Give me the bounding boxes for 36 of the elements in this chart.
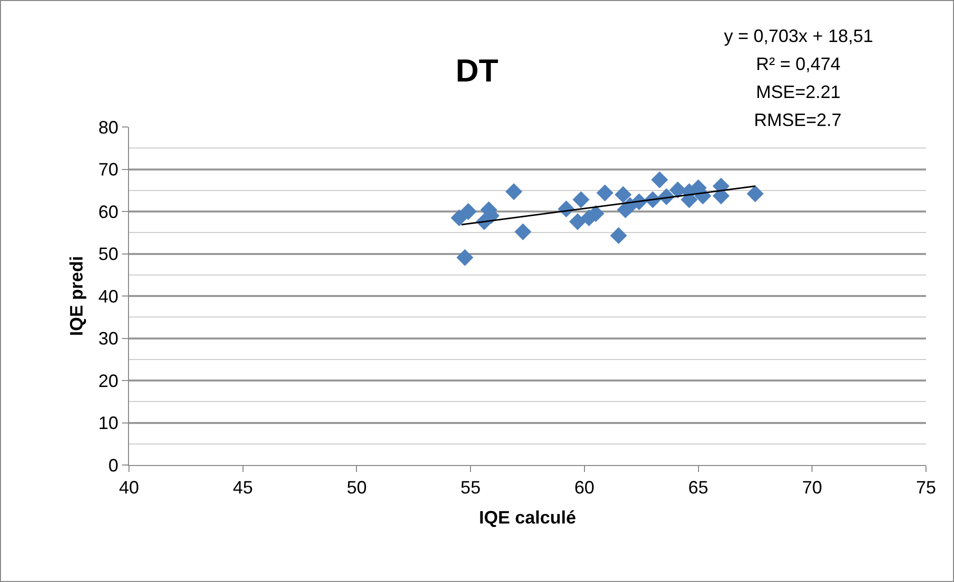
y-tick-label: 50 bbox=[98, 244, 118, 264]
y-tick-label: 0 bbox=[108, 455, 118, 476]
x-axis-title: IQE calculé bbox=[478, 508, 576, 528]
point bbox=[450, 209, 468, 226]
y-tick-label: 40 bbox=[98, 286, 118, 306]
chart-title: DT bbox=[456, 52, 499, 88]
point bbox=[456, 249, 474, 266]
point bbox=[460, 203, 477, 220]
point bbox=[610, 227, 628, 244]
point bbox=[505, 183, 522, 200]
text: MSE=2.21 bbox=[756, 82, 841, 102]
y-axis-title: IQE predi bbox=[66, 256, 87, 336]
point bbox=[572, 191, 590, 208]
text: R² = 0,474 bbox=[756, 54, 841, 74]
point bbox=[651, 171, 668, 188]
x-tick-label: 45 bbox=[232, 478, 253, 498]
y-tick-label: 10 bbox=[98, 413, 118, 434]
text: y = 0,703x + 18,51 bbox=[724, 26, 874, 46]
annotation: RMSE=2.7 bbox=[754, 110, 842, 130]
y-tick-label: 80 bbox=[98, 117, 118, 138]
point bbox=[514, 223, 532, 240]
y-tick-label: 30 bbox=[98, 328, 118, 349]
x-tick-label: 40 bbox=[118, 478, 140, 498]
x-tick-label: 50 bbox=[346, 478, 367, 498]
y-tick-label: 60 bbox=[98, 202, 118, 222]
point bbox=[614, 186, 632, 204]
x-tick-label: 55 bbox=[460, 478, 481, 498]
x-tick-label: 65 bbox=[688, 478, 708, 498]
point bbox=[596, 184, 614, 202]
x-tick-label: 60 bbox=[574, 478, 594, 498]
y-tick-label: 20 bbox=[98, 370, 118, 391]
point bbox=[569, 213, 586, 230]
x-tick-label: 75 bbox=[916, 478, 936, 498]
y-tick-label: 70 bbox=[98, 160, 118, 180]
point bbox=[746, 185, 764, 202]
x-tick-label: 70 bbox=[802, 478, 822, 498]
